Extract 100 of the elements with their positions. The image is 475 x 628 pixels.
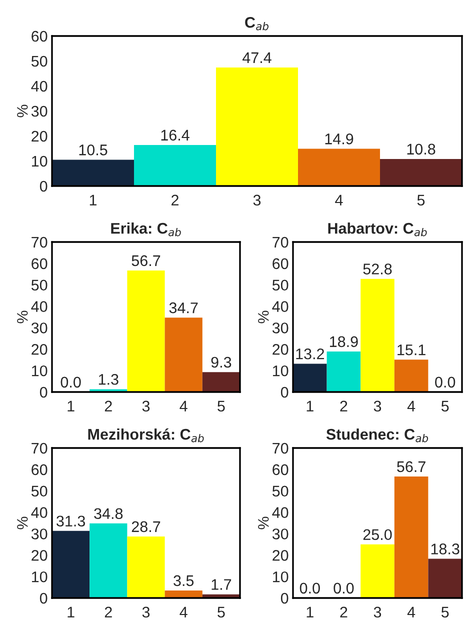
- y-tick-label: 0: [40, 592, 48, 604]
- x-tick-label: 3: [142, 606, 150, 618]
- y-tick-label: 40: [272, 301, 288, 312]
- y-tick-label: 60: [32, 258, 48, 270]
- bar: [127, 536, 165, 598]
- x-tick-label: 5: [441, 400, 449, 412]
- chart-title: Erika: C$_{ab}$: [111, 222, 181, 236]
- data-label: 10.5: [79, 144, 108, 156]
- x-tick-label: 2: [340, 400, 348, 412]
- data-label: 28.7: [132, 521, 160, 532]
- y-tick-label: 30: [272, 528, 288, 540]
- y-tick-label: 30: [31, 322, 48, 334]
- bar: [298, 148, 380, 186]
- x-tick-label: 5: [441, 606, 449, 618]
- y-tick-label: 30: [31, 528, 48, 540]
- y-tick-label: 0: [40, 180, 48, 192]
- bar: [202, 372, 240, 392]
- y-tick-label: 30: [31, 106, 48, 117]
- x-tick-label: 1: [306, 400, 314, 412]
- data-label: 56.7: [132, 255, 160, 266]
- chart-title: Habartov: C$_{ab}$: [328, 222, 427, 236]
- y-tick-label: 30: [272, 322, 288, 334]
- x-tick-label: 5: [218, 606, 225, 618]
- bar: [326, 352, 361, 392]
- bar: [216, 68, 298, 186]
- y-tick-label: 70: [32, 236, 48, 248]
- y-axis-title: %: [258, 516, 269, 530]
- data-label: 18.9: [330, 336, 358, 348]
- data-label: 52.8: [363, 264, 392, 274]
- x-tick-label: 4: [407, 606, 416, 618]
- y-tick-label: 0: [280, 592, 288, 604]
- y-tick-label: 20: [272, 344, 288, 355]
- data-label: 10.8: [407, 144, 436, 155]
- data-label: 0.0: [334, 582, 354, 594]
- y-tick-label: 40: [31, 80, 48, 92]
- bar: [428, 558, 462, 598]
- y-tick-label: 20: [272, 550, 288, 561]
- data-label: 3.5: [174, 575, 194, 586]
- y-tick-label: 20: [32, 550, 48, 561]
- y-axis-title: %: [17, 310, 28, 324]
- data-label: 15.1: [398, 344, 426, 356]
- x-tick-label: 1: [306, 606, 314, 618]
- y-tick-label: 50: [272, 486, 288, 497]
- x-tick-label: 3: [374, 606, 382, 618]
- data-label: 56.7: [397, 461, 426, 472]
- x-tick-label: 2: [104, 400, 112, 412]
- data-label: 0.0: [300, 582, 320, 594]
- data-label: 14.9: [325, 134, 354, 144]
- y-axis-title: %: [17, 104, 28, 118]
- x-tick-label: 3: [142, 400, 150, 412]
- y-tick-label: 10: [273, 571, 288, 582]
- y-tick-label: 40: [31, 301, 48, 312]
- y-axis-title: %: [17, 516, 28, 530]
- data-label: 1.7: [212, 579, 232, 590]
- bar: [380, 159, 462, 186]
- y-tick-label: 50: [272, 280, 288, 291]
- bar: [164, 318, 202, 392]
- x-tick-label: 2: [104, 606, 112, 618]
- data-label: 31.3: [56, 516, 85, 527]
- bar: [360, 544, 394, 598]
- bar: [127, 270, 165, 392]
- y-tick-label: 70: [272, 236, 288, 248]
- x-tick-label: 3: [253, 194, 261, 206]
- y-tick-label: 50: [31, 56, 48, 67]
- x-tick-label: 1: [68, 400, 74, 412]
- y-tick-label: 40: [272, 507, 288, 518]
- y-tick-label: 60: [272, 258, 288, 270]
- bar: [52, 160, 134, 186]
- data-label: 16.4: [161, 130, 190, 141]
- y-tick-label: 0: [40, 386, 48, 398]
- y-tick-label: 70: [272, 442, 288, 454]
- data-label: 0.0: [60, 376, 81, 388]
- y-tick-label: 10: [32, 365, 48, 376]
- y-tick-label: 60: [32, 30, 48, 42]
- bar: [394, 476, 428, 598]
- data-label: 9.3: [211, 356, 232, 368]
- x-tick-label: 1: [90, 194, 97, 206]
- y-tick-label: 70: [32, 442, 48, 454]
- y-tick-label: 0: [280, 386, 288, 398]
- bar: [52, 530, 90, 598]
- bar: [394, 360, 428, 392]
- bar: [90, 523, 128, 598]
- x-tick-label: 5: [218, 400, 225, 412]
- x-tick-label: 3: [374, 400, 382, 412]
- data-label: 47.4: [242, 52, 272, 63]
- data-label: 1.3: [98, 374, 118, 385]
- bar: [360, 278, 394, 392]
- y-tick-label: 10: [32, 571, 48, 582]
- y-axis-title: %: [258, 310, 269, 324]
- chart-title: Mezihorská: C$_{ab}$: [88, 428, 204, 442]
- chart-title: C$_{ab}$: [245, 16, 268, 30]
- y-tick-label: 20: [32, 344, 48, 355]
- x-tick-label: 5: [417, 194, 425, 206]
- x-tick-label: 2: [172, 194, 178, 206]
- y-tick-label: 60: [272, 464, 288, 476]
- y-tick-label: 10: [273, 365, 288, 376]
- x-tick-label: 4: [407, 400, 416, 412]
- data-label: 34.8: [94, 508, 123, 520]
- x-tick-label: 2: [340, 606, 348, 618]
- x-tick-label: 4: [335, 194, 343, 206]
